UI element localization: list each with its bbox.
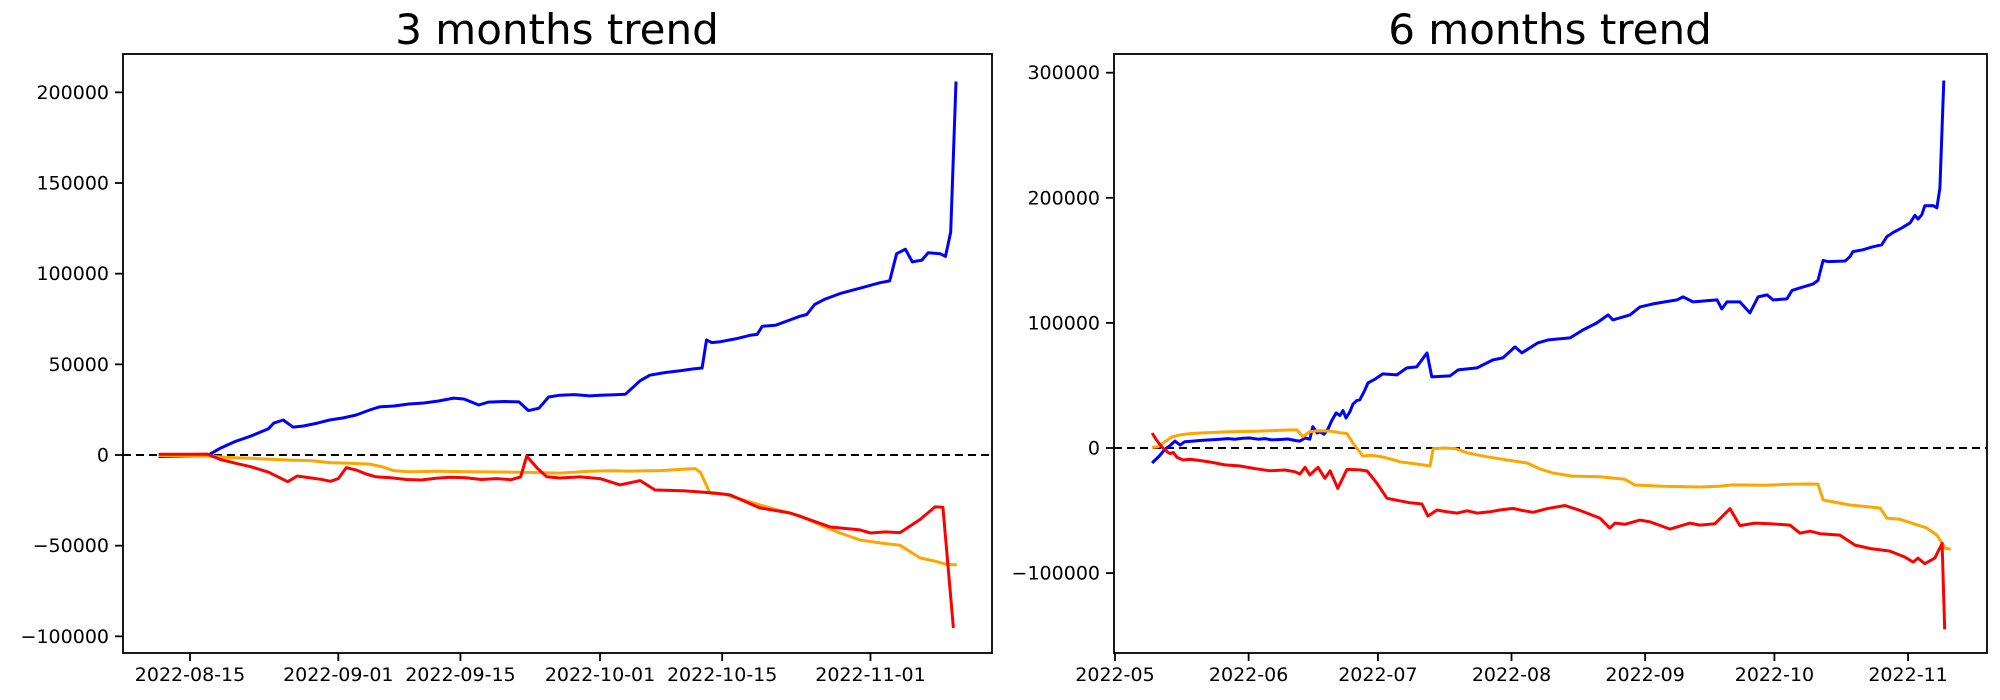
- x-tick-label: 2022-10: [1735, 664, 1814, 686]
- y-tick-label: 100000: [1027, 312, 1100, 334]
- y-tick-label: 200000: [36, 82, 109, 104]
- x-tick-label: 2022-08-15: [135, 664, 245, 686]
- y-tick-label: 0: [97, 445, 109, 467]
- series-line-blue: [158, 81, 958, 458]
- series-line-red: [1150, 432, 1947, 630]
- series-line-orange: [1151, 428, 1952, 551]
- series-line-blue: [1151, 80, 1946, 465]
- y-tick-label: 150000: [36, 173, 109, 195]
- y-tick-label: −100000: [1012, 563, 1100, 585]
- chart-title-3-months: 3 months trend: [395, 5, 719, 54]
- plot-area-1: 300000 200000 100000 0 −100000 2022-05 2022-06…: [1012, 53, 1988, 686]
- plot-area-0: 200000 150000 100000 50000 0 −50000 −100000 202…: [21, 53, 993, 686]
- plot-border: [122, 53, 993, 654]
- y-tick-label: 300000: [1027, 62, 1100, 84]
- series-line-orange: [158, 454, 957, 567]
- x-tick-label: 2022-07: [1338, 664, 1417, 686]
- x-tick-label: 2022-10-01: [545, 664, 655, 686]
- x-tick-label: 2022-10-15: [667, 664, 777, 686]
- x-tick-label: 2022-06: [1209, 664, 1288, 686]
- y-tick-label: −100000: [21, 626, 109, 648]
- x-tick-label: 2022-09: [1605, 664, 1684, 686]
- x-tick-label: 2022-09-15: [405, 664, 515, 686]
- x-tick-label: 2022-08: [1472, 664, 1551, 686]
- x-tick-label: 2022-09-01: [283, 664, 393, 686]
- y-tick-label: 100000: [36, 263, 109, 285]
- x-tick-label: 2022-11-01: [815, 664, 925, 686]
- y-tick-label: 200000: [1027, 187, 1100, 209]
- x-tick-label: 2022-11: [1868, 664, 1947, 686]
- x-tick-label: 2022-05: [1075, 664, 1154, 686]
- chart-title-6-months: 6 months trend: [1388, 5, 1712, 54]
- y-tick-label: 50000: [49, 354, 109, 376]
- plot-border: [1113, 53, 1988, 654]
- series-line-red: [158, 452, 955, 629]
- y-tick-label: 0: [1088, 438, 1100, 460]
- y-tick-label: −50000: [33, 535, 109, 557]
